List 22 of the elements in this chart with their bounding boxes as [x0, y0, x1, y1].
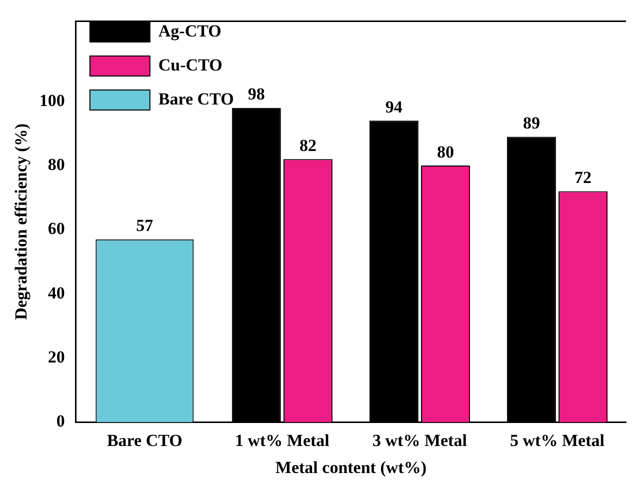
y-tick-label: 20 [48, 347, 65, 366]
x-tick-label: 5 wt% Metal [510, 430, 605, 450]
data-label: 57 [136, 216, 154, 236]
data-label: 72 [574, 168, 592, 188]
y-tick-label: 0 [56, 412, 65, 431]
x-axis-title: Metal content (wt%) [275, 458, 426, 478]
y-tick-label: 40 [48, 283, 65, 302]
data-label: 80 [437, 142, 454, 162]
y-tick-label: 100 [39, 90, 65, 110]
legend-label: Cu-CTO [158, 55, 222, 74]
y-axis-title: Degradation efficiency (%) [12, 124, 31, 320]
data-label: 89 [522, 114, 540, 133]
legend-label: Bare CTO [158, 89, 234, 108]
data-label: 98 [248, 84, 265, 104]
data-label: 94 [385, 98, 403, 117]
y-tick-label: 60 [48, 219, 65, 238]
legend-label: Ag-CTO [158, 21, 222, 40]
x-tick-label: 1 wt% Metal [234, 430, 330, 450]
data-label: 82 [299, 136, 316, 156]
x-tick-label: 3 wt% Metal [372, 430, 468, 450]
x-tick-label: Bare CTO [106, 430, 182, 450]
y-tick-label: 80 [48, 154, 65, 174]
